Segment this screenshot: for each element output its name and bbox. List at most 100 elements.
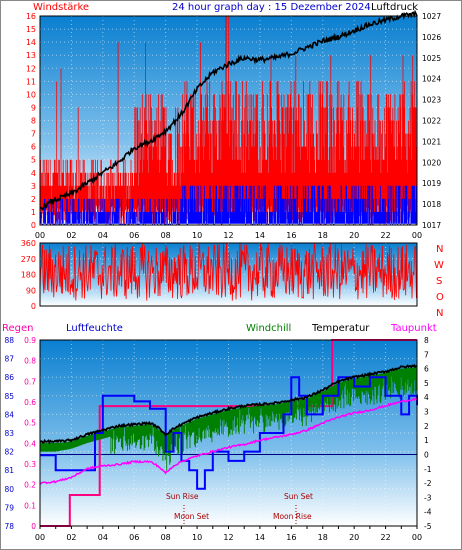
temperatur-tick-label: 7	[424, 350, 429, 359]
regen-tick-label: 0.4	[24, 439, 36, 448]
panel2-frame	[39, 242, 418, 307]
luftfeuchte-series	[40, 376, 418, 490]
luftfeuchte-tick-label: 84	[4, 410, 14, 419]
luftfeuchte-tick-label: 78	[4, 522, 14, 531]
panel3-hour-tick-label: 18	[318, 533, 328, 542]
direction-letter-s: S	[436, 276, 442, 287]
panel1-hour-tick-label: 20	[349, 231, 359, 240]
windstaerke-tick-label: 13	[26, 51, 36, 60]
temperatur-tick-label: 0	[424, 450, 429, 459]
panel3-frame	[39, 339, 418, 527]
regen-tick-label: 0	[31, 522, 36, 531]
luftfeuchte-tick-label: 82	[4, 448, 14, 457]
windstaerke-tick-label: 6	[31, 143, 36, 152]
panel3-hour-tick-label: 10	[192, 533, 202, 542]
luftfeuchte-tick-label: 85	[4, 392, 14, 401]
panel1-hour-tick-label: 22	[380, 231, 390, 240]
regen-tick-label: 0.3	[24, 460, 36, 469]
direction-tick-label: 90	[26, 286, 36, 295]
sun-set-label: Sun Set	[284, 492, 313, 501]
regen-tick-label: 0.2	[24, 481, 36, 490]
regen-tick-label: 0.9	[24, 336, 36, 345]
luftdruck-label: Luftdruck	[371, 2, 418, 13]
panel1-frame	[39, 15, 418, 226]
temperatur-label: Temperatur	[311, 323, 370, 334]
panel1-hour-tick-label: 04	[98, 231, 108, 240]
windstaerke-tick-label: 16	[26, 12, 36, 21]
windstaerke-tick-label: 11	[26, 77, 36, 86]
windstaerke-tick-label: 0	[31, 221, 36, 230]
luftdruck-tick-label: 1022	[422, 117, 441, 126]
regen-tick-label: 0.1	[24, 501, 36, 510]
panel3-hour-tick-label: 00	[35, 533, 45, 542]
panel3-hour-tick-label: 08	[161, 533, 171, 542]
wind-pressure-panel	[39, 9, 418, 225]
temperatur-series	[39, 363, 417, 445]
direction-tick-label: 360	[21, 239, 36, 248]
regen-series	[40, 339, 417, 527]
panel1-hour-tick-label: 10	[192, 231, 202, 240]
panel3-hour-tick-label: 12	[223, 533, 233, 542]
panel1-hour-tick-label: 08	[161, 231, 171, 240]
panel3-hour-tick-label: 04	[98, 533, 108, 542]
windstaerke-tick-label: 1	[31, 208, 36, 217]
luftdruck-tick-label: 1026	[422, 33, 441, 42]
luftdruck-series	[39, 9, 418, 211]
windstaerke-tick-label: 4	[31, 169, 36, 178]
panel1-hour-tick-label: 12	[223, 231, 233, 240]
luftfeuchte-tick-label: 79	[4, 503, 14, 512]
panel3-hour-tick-label: 02	[66, 533, 76, 542]
windstaerke-label: Windstärke	[33, 2, 89, 13]
regen-tick-label: 0.7	[24, 377, 36, 386]
panel3-hour-tick-label: 00	[412, 533, 422, 542]
regen-tick-label: 0.6	[24, 398, 36, 407]
panel3-hour-tick-label: 20	[349, 533, 359, 542]
windstaerke-tick-label: 12	[26, 64, 36, 73]
luftdruck-tick-label: 1025	[422, 54, 441, 63]
temperatur-tick-label: -1	[424, 465, 432, 474]
panel3-hour-tick-label: 22	[380, 533, 390, 542]
luftdruck-tick-label: 1019	[422, 179, 441, 188]
panel3-hour-tick-label: 06	[129, 533, 139, 542]
axis-ticks: 0123456789101112131415161017101810191020…	[4, 12, 441, 542]
direction-letter-n-top: N	[436, 244, 443, 255]
direction-letter-w: W	[434, 260, 444, 271]
temperatur-tick-label: 5	[424, 379, 429, 388]
panel1-hour-tick-label: 00	[35, 231, 45, 240]
regen-tick-label: 0.5	[24, 419, 36, 428]
taupunkt-series	[39, 397, 418, 485]
moon-set-label: Moon Set	[174, 512, 209, 521]
luftdruck-tick-label: 1027	[422, 12, 441, 21]
direction-letter-n-bottom: N	[436, 308, 443, 319]
luftdruck-tick-label: 1023	[422, 96, 441, 105]
direction-letter-o: O	[436, 292, 444, 303]
temperatur-tick-label: 4	[424, 393, 429, 402]
windstaerke-tick-label: 7	[31, 130, 36, 139]
temperatur-tick-label: -4	[424, 508, 432, 517]
temperatur-tick-label: 8	[424, 336, 429, 345]
panel1-hour-tick-label: 02	[66, 231, 76, 240]
luftfeuchte-tick-label: 88	[4, 336, 14, 345]
luftdruck-tick-label: 1018	[422, 200, 441, 209]
temperatur-tick-label: -2	[424, 479, 432, 488]
temperatur-tick-label: -5	[424, 522, 432, 531]
luftfeuchte-tick-label: 80	[4, 485, 14, 494]
panel3-hour-tick-label: 16	[286, 533, 296, 542]
windstaerke-tick-label: 14	[26, 38, 36, 47]
windstaerke-tick-label: 15	[26, 25, 36, 34]
moon-rise-label: Moon Rise	[273, 512, 312, 521]
windstaerke-tick-label: 3	[31, 182, 36, 191]
regen-tick-label: 0.8	[24, 357, 36, 366]
taupunkt-label: Taupunkt	[390, 323, 437, 334]
windstaerke-tick-label: 8	[31, 117, 36, 126]
temperatur-tick-label: 1	[424, 436, 429, 445]
luftdruck-tick-label: 1017	[422, 221, 441, 230]
windchill-label: Windchill	[246, 323, 291, 334]
luftdruck-tick-label: 1020	[422, 158, 441, 167]
sun-rise-label: Sun Rise	[166, 492, 199, 501]
panel1-hour-tick-label: 06	[129, 231, 139, 240]
panel1-hour-tick-label: 00	[412, 231, 422, 240]
windstaerke-tick-label: 5	[31, 156, 36, 165]
panel1-hour-tick-label: 14	[255, 231, 265, 240]
